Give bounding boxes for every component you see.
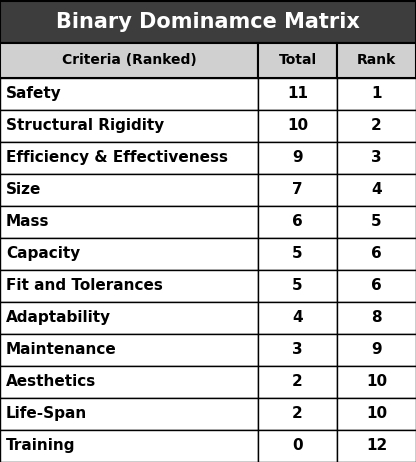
Text: Size: Size — [6, 182, 41, 197]
Bar — [258, 78, 337, 109]
Bar — [337, 237, 416, 269]
Text: 3: 3 — [371, 150, 382, 165]
Text: Capacity: Capacity — [6, 246, 80, 261]
Text: 6: 6 — [371, 246, 382, 261]
Text: Total: Total — [278, 53, 317, 67]
Bar — [0, 141, 258, 174]
Text: Binary Dominamce Matrix: Binary Dominamce Matrix — [56, 12, 360, 31]
Text: 5: 5 — [371, 214, 382, 229]
Bar — [0, 109, 258, 141]
Text: 2: 2 — [292, 406, 303, 421]
Text: 6: 6 — [371, 278, 382, 293]
Bar — [337, 269, 416, 302]
Text: 10: 10 — [366, 374, 387, 389]
Bar — [0, 78, 258, 109]
Bar — [337, 174, 416, 206]
Bar — [258, 237, 337, 269]
Bar — [0, 334, 258, 365]
Bar — [0, 365, 258, 397]
Bar — [258, 43, 337, 78]
Text: Adaptability: Adaptability — [6, 310, 111, 325]
Bar — [337, 430, 416, 462]
Text: 0: 0 — [292, 438, 303, 453]
Bar — [258, 109, 337, 141]
Bar — [337, 78, 416, 109]
Bar — [258, 174, 337, 206]
Text: Training: Training — [6, 438, 75, 453]
Text: 12: 12 — [366, 438, 387, 453]
Bar — [337, 43, 416, 78]
Text: 10: 10 — [287, 118, 308, 133]
Bar — [258, 302, 337, 334]
Bar — [0, 43, 258, 78]
Bar — [337, 334, 416, 365]
Text: Aesthetics: Aesthetics — [6, 374, 96, 389]
Text: Life-Span: Life-Span — [6, 406, 87, 421]
Bar — [0, 430, 258, 462]
Bar — [258, 141, 337, 174]
Bar — [337, 397, 416, 430]
Bar — [0, 0, 416, 43]
Bar — [258, 334, 337, 365]
Text: Criteria (Ranked): Criteria (Ranked) — [62, 53, 196, 67]
Text: Structural Rigidity: Structural Rigidity — [6, 118, 164, 133]
Bar — [258, 430, 337, 462]
Text: 4: 4 — [292, 310, 303, 325]
Text: Fit and Tolerances: Fit and Tolerances — [6, 278, 163, 293]
Text: Mass: Mass — [6, 214, 50, 229]
Bar — [258, 206, 337, 237]
Text: 8: 8 — [371, 310, 382, 325]
Text: 1: 1 — [371, 86, 382, 101]
Bar — [337, 302, 416, 334]
Text: 9: 9 — [371, 342, 382, 357]
Bar — [0, 206, 258, 237]
Bar — [0, 302, 258, 334]
Bar — [337, 141, 416, 174]
Bar — [258, 269, 337, 302]
Bar — [337, 109, 416, 141]
Bar — [337, 365, 416, 397]
Text: 2: 2 — [292, 374, 303, 389]
Bar — [0, 174, 258, 206]
Text: Efficiency & Effectiveness: Efficiency & Effectiveness — [6, 150, 228, 165]
Bar — [0, 397, 258, 430]
Text: 11: 11 — [287, 86, 308, 101]
Text: 6: 6 — [292, 214, 303, 229]
Bar — [258, 397, 337, 430]
Bar — [0, 269, 258, 302]
Text: 9: 9 — [292, 150, 303, 165]
Text: Safety: Safety — [6, 86, 62, 101]
Text: 5: 5 — [292, 246, 303, 261]
Bar — [337, 206, 416, 237]
Bar — [0, 237, 258, 269]
Text: 4: 4 — [371, 182, 382, 197]
Text: 5: 5 — [292, 278, 303, 293]
Text: Maintenance: Maintenance — [6, 342, 117, 357]
Text: Rank: Rank — [357, 53, 396, 67]
Text: 3: 3 — [292, 342, 303, 357]
Text: 7: 7 — [292, 182, 303, 197]
Text: 10: 10 — [366, 406, 387, 421]
Bar — [258, 365, 337, 397]
Text: 2: 2 — [371, 118, 382, 133]
